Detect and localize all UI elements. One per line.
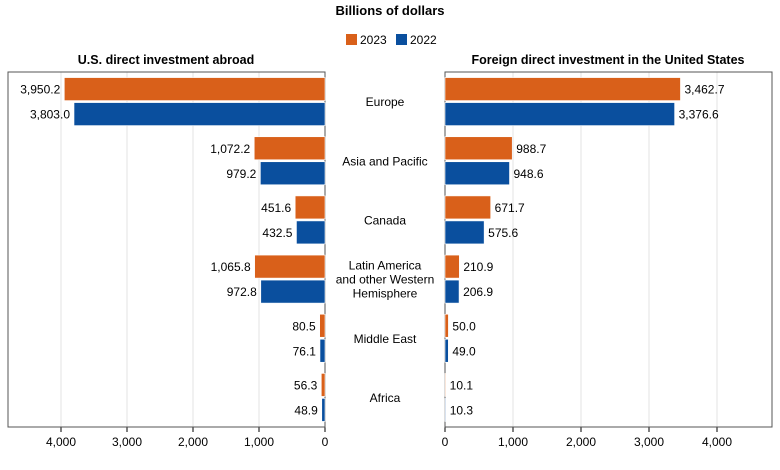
bar-2023 — [444, 254, 460, 279]
bar-2022 — [321, 398, 326, 422]
bar-2022 — [444, 398, 447, 422]
legend-label-2023: 2023 — [360, 33, 387, 47]
data-label-2022: 575.6 — [488, 226, 518, 240]
data-label-2022: 979.2 — [226, 167, 256, 181]
plot-frame — [7, 71, 326, 428]
category-label: Latin America — [349, 259, 422, 273]
bar-2022 — [296, 220, 326, 245]
tick-label: 2,000 — [178, 435, 208, 449]
data-label-2023: 671.7 — [495, 201, 525, 215]
bar-2022 — [260, 161, 326, 186]
category-label: Middle East — [354, 332, 417, 346]
data-label-2022: 206.9 — [463, 285, 493, 299]
tick-label: 0 — [442, 435, 449, 449]
legend-label-2022: 2022 — [410, 33, 437, 47]
bar-2023 — [444, 136, 513, 161]
panel-foreign-investment-in-us: Foreign direct investment in the United … — [442, 53, 773, 449]
tick-label: 4,000 — [702, 435, 732, 449]
tick-label: 3,000 — [634, 435, 664, 449]
category-label: Canada — [364, 213, 406, 227]
category-label: Hemisphere — [353, 287, 418, 301]
bar-2022 — [444, 102, 675, 126]
panel-us-investment-abroad: U.S. direct investment abroad 4,000 3,000 2… — [7, 53, 329, 449]
data-label-2023: 3,950.2 — [20, 83, 60, 97]
category-label: Europe — [366, 95, 405, 109]
legend-swatch-2022 — [396, 34, 407, 45]
data-label-2023: 3,462.7 — [684, 83, 724, 97]
chart-title: Billions of dollars — [335, 3, 444, 18]
panel-title: Foreign direct investment in the United … — [472, 53, 745, 67]
data-label-2023: 451.6 — [261, 201, 291, 215]
category-label: Asia and Pacific — [342, 154, 427, 168]
bar-2023 — [444, 373, 446, 397]
data-label-2022: 48.9 — [294, 403, 318, 417]
plot-frame — [444, 71, 773, 428]
bar-2023 — [444, 313, 449, 338]
data-label-2023: 50.0 — [452, 319, 476, 333]
data-label-2022: 3,376.6 — [679, 108, 719, 122]
bar-2022 — [444, 220, 485, 245]
bar-2023 — [63, 77, 326, 101]
bar-2022 — [319, 338, 326, 363]
data-label-2023: 80.5 — [292, 319, 316, 333]
category-label: Africa — [370, 391, 401, 405]
data-label-2023: 988.7 — [516, 142, 546, 156]
data-label-2023: 10.1 — [450, 378, 474, 392]
category-label: and other Western — [336, 273, 435, 287]
data-label-2023: 1,072.2 — [210, 142, 250, 156]
bar-2022 — [73, 102, 326, 126]
bar-2022 — [444, 161, 510, 186]
bar-2022 — [444, 279, 460, 304]
bar-2023 — [319, 313, 326, 338]
bar-2022 — [260, 279, 326, 304]
bar-2023 — [444, 77, 681, 101]
panel-title: U.S. direct investment abroad — [78, 53, 254, 67]
tick-label: 4,000 — [46, 435, 76, 449]
data-label-2022: 10.3 — [450, 403, 474, 417]
data-label-2022: 432.5 — [262, 226, 292, 240]
tick-label: 2,000 — [566, 435, 596, 449]
data-label-2022: 3,803.0 — [30, 108, 70, 122]
legend-swatch-2023 — [346, 34, 357, 45]
data-label-2022: 49.0 — [452, 344, 476, 358]
tick-label: 1,000 — [244, 435, 274, 449]
data-label-2022: 948.6 — [514, 167, 544, 181]
category-labels: Europe Asia and Pacific Canada Latin Americ… — [336, 95, 435, 405]
data-label-2022: 76.1 — [293, 344, 317, 358]
data-label-2022: 972.8 — [227, 285, 257, 299]
tick-label: 3,000 — [112, 435, 142, 449]
data-label-2023: 210.9 — [463, 260, 493, 274]
legend: 2023 2022 — [346, 33, 437, 47]
bar-2023 — [294, 195, 326, 220]
tick-label: 0 — [322, 435, 329, 449]
data-label-2023: 1,065.8 — [211, 260, 251, 274]
data-label-2023: 56.3 — [294, 378, 318, 392]
bar-2023 — [253, 136, 326, 161]
bar-2023 — [444, 195, 491, 220]
bar-2022 — [444, 338, 449, 363]
bar-2023 — [320, 373, 326, 397]
tick-label: 1,000 — [498, 435, 528, 449]
bar-2023 — [254, 254, 326, 279]
